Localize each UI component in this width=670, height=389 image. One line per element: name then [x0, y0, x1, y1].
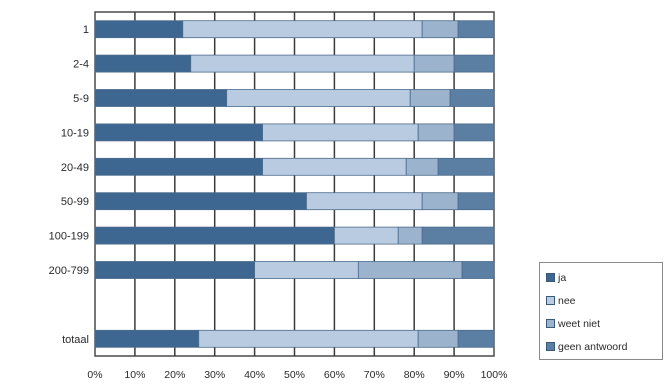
bar-20-49-series-0	[94, 157, 263, 176]
category-label: 5-9	[73, 93, 89, 105]
bar-200-799-series-2	[357, 261, 463, 279]
bar-50-99-series-3	[457, 192, 495, 211]
legend-label: geen antwoord	[558, 340, 628, 353]
x-tick-label: 40%	[244, 369, 265, 381]
category-label: 1	[83, 24, 89, 36]
bar-5-9-series-1	[226, 89, 411, 107]
bar-totaal-series-2	[417, 329, 459, 348]
bar-2-4-series-2	[413, 54, 455, 73]
x-tick-label: 90%	[444, 369, 465, 381]
bar-1-series-3	[457, 20, 495, 39]
bar-totaal-series-0	[94, 329, 200, 348]
bar-100-199-series-2	[397, 226, 423, 245]
legend-label: nee	[558, 294, 576, 307]
x-tick-label: 50%	[284, 369, 305, 381]
legend-swatch	[546, 342, 555, 351]
bar-5-9-series-0	[94, 89, 228, 107]
legend-item: nee	[546, 289, 662, 312]
x-tick-label: 20%	[164, 369, 185, 381]
bar-10-19-series-3	[453, 123, 495, 142]
bar-20-49-series-1	[262, 157, 407, 176]
bar-200-799-series-0	[94, 261, 256, 279]
bar-totaal-series-1	[198, 329, 419, 348]
legend-item: geen antwoord	[546, 335, 662, 358]
bar-10-19-series-1	[262, 123, 419, 142]
chart-legend: ja nee weet niet geen antwoord	[539, 262, 663, 360]
legend-swatch	[546, 319, 555, 328]
bar-200-799-series-3	[461, 261, 495, 279]
bar-20-49-series-3	[437, 157, 495, 176]
category-label: 50-99	[61, 196, 89, 208]
bar-5-9-series-3	[449, 89, 495, 107]
bar-1-series-1	[182, 20, 423, 39]
bar-10-19-series-2	[417, 123, 455, 142]
legend-label: ja	[558, 271, 567, 284]
bar-50-99-series-0	[94, 192, 307, 211]
bar-100-199-series-1	[333, 226, 399, 245]
legend-swatch	[546, 296, 555, 305]
legend-swatch	[546, 273, 555, 282]
legend-label: weet niet	[558, 317, 601, 330]
category-label: 20-49	[61, 162, 89, 174]
bar-1-series-2	[421, 20, 459, 39]
bar-200-799-series-1	[254, 261, 359, 279]
x-tick-label: 30%	[204, 369, 225, 381]
category-label: 10-19	[61, 127, 89, 139]
legend-item: ja	[546, 266, 662, 289]
x-tick-label: 100%	[481, 369, 508, 381]
bar-50-99-series-2	[421, 192, 459, 211]
bar-5-9-series-2	[409, 89, 451, 107]
x-tick-label: 0%	[87, 369, 102, 381]
bar-100-199-series-0	[94, 226, 335, 245]
bar-10-19-series-0	[94, 123, 263, 142]
category-label: 200-799	[49, 265, 89, 277]
bar-100-199-series-3	[421, 226, 495, 245]
legend-item: weet niet	[546, 312, 662, 335]
x-tick-label: 60%	[324, 369, 345, 381]
bar-2-4-series-0	[94, 54, 192, 73]
category-label: totaal	[62, 334, 89, 346]
bar-50-99-series-1	[306, 192, 423, 211]
category-label: 100-199	[49, 231, 89, 243]
bar-2-4-series-3	[453, 54, 495, 73]
x-tick-label: 80%	[404, 369, 425, 381]
bar-1-series-0	[94, 20, 184, 39]
bar-2-4-series-1	[190, 54, 415, 73]
x-tick-label: 70%	[364, 369, 385, 381]
x-tick-label: 10%	[124, 369, 145, 381]
bar-totaal-series-3	[457, 329, 495, 348]
category-label: 2-4	[73, 59, 89, 71]
bar-20-49-series-2	[405, 157, 439, 176]
